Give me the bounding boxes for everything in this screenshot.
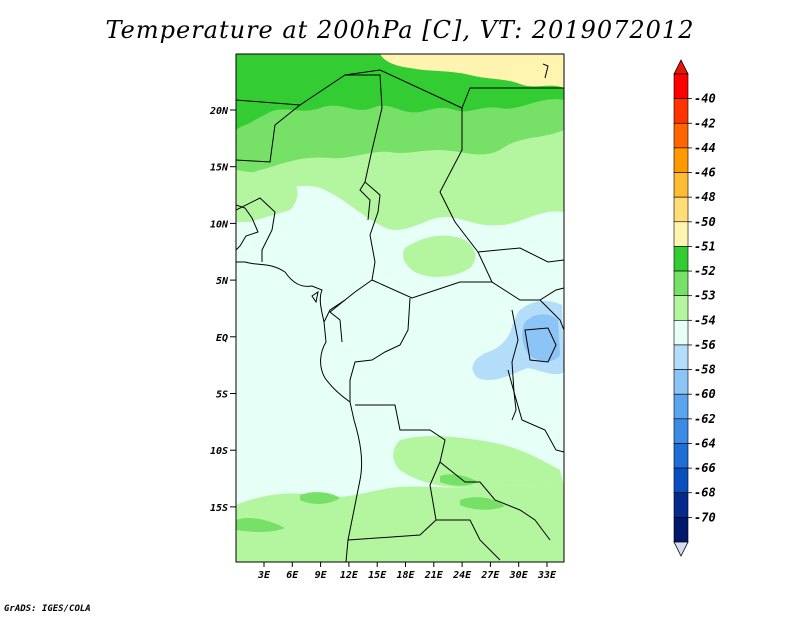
border-nigeria-cameroon [359,181,371,221]
lat-label: 15N [210,163,229,174]
field-light-green-central [403,235,476,277]
lon-label: 15E [368,570,387,581]
atlantic-coastline [236,261,363,562]
colorbar-swatch [673,172,689,198]
lake-tanganyika-outline [507,369,517,421]
lon-label: 18E [396,570,415,581]
colorbar-swatch [673,418,689,444]
latitude-axis: 20N 15N 10N 5N EQ 5S 10S 15S [209,106,236,514]
colorbar-label: -40 [694,92,716,106]
colorbar-swatch [673,73,689,99]
colorbar-swatch [673,295,689,321]
colorbar-swatch [673,196,689,223]
map-title: Temperature at 200hPa [C], VT: 201907201… [105,16,695,44]
colorbar-swatch [673,369,689,395]
colorbar-top-arrow [673,59,689,75]
lat-label: 10S [210,446,228,457]
lat-label: 5S [216,390,228,401]
lon-label: 24E [452,570,472,581]
field-light-green-southeast [393,436,564,488]
colorbar-label: -60 [694,387,716,401]
field-blue-east [522,314,560,362]
colorbar-swatch [673,246,689,272]
field-mid-green-patch-s3 [236,517,285,532]
border-gabon [329,299,346,343]
border-angola-zambia [355,404,551,541]
field-mid-green-patch-s4 [440,474,478,486]
lon-label: 33E [537,570,557,581]
colorbar-label: -42 [694,116,716,130]
colorbar-swatch [673,344,689,370]
lat-label: 10N [210,219,229,230]
border-south-sudan [477,247,564,263]
colorbar-swatch [673,221,689,247]
colorbar-swatch [673,467,689,494]
colorbar-swatch [673,98,689,124]
lon-label: 6E [286,570,299,581]
colorbar-label: -58 [694,363,716,377]
colorbar-label: -66 [694,461,716,475]
colorbar-label: -44 [694,141,716,155]
field-mid-green-patch-s2 [460,497,505,510]
border-west-central [236,74,383,323]
colorbar-swatch [673,122,689,149]
border-namibia [347,519,437,541]
colorbar-label: -46 [694,166,716,180]
colorbar-swatch [673,270,689,296]
colorbar-label: -52 [694,264,716,278]
colorbar-swatch [673,147,689,173]
bioko-island [311,290,319,304]
colorbar-label: -56 [694,338,716,352]
border-egypt-sudan [461,87,564,109]
colorbar-label: -62 [694,412,716,426]
lon-label: 9E [315,570,328,581]
lat-label: 5N [216,276,229,287]
lon-label: 3E [257,570,271,581]
colorbar-swatch [673,517,689,543]
lon-label: 21E [424,570,444,581]
grads-credit: GrADS: IGES/COLA [4,604,91,614]
border-sudan-chad [344,69,564,301]
lat-label: 15S [210,503,228,514]
field-light-green-west [236,170,298,222]
sinai-fragment [542,63,549,79]
colorbar: -40 -42 -44 -46 -48 -50 -51 -52 -53 -54 -56 -58 -60 -… [673,59,716,557]
border-mali [236,104,301,163]
lake-victoria-outline [524,327,557,363]
border-east-lakes [511,309,564,453]
colorbar-label: -53 [694,289,716,303]
lat-label: 20N [209,106,229,117]
border-zambia-south [429,461,501,561]
lat-label: EQ [216,333,228,344]
field-mid-green-patch-s1 [300,492,340,504]
west-coastline-fragment [236,204,259,251]
border-congo [349,297,411,402]
colorbar-label: -51 [694,239,716,253]
map-frame [235,53,565,563]
lon-label: 27E [480,570,500,581]
colorbar-label: -70 [694,510,716,524]
border-car-drc [371,279,492,299]
field-yellow-north [380,54,564,88]
border-west-africa [236,197,276,262]
colorbar-swatch [673,443,689,469]
colorbar-label: -50 [694,215,716,229]
lon-label: 12E [340,570,359,581]
colorbar-label: -68 [694,486,716,500]
temperature-field [236,54,564,562]
colorbar-label: -48 [694,190,716,204]
colorbar-label: -54 [694,313,716,327]
colorbar-swatch [673,320,689,346]
lon-label: 30E [509,570,529,581]
border-uganda-kenya [539,299,564,331]
field-light-green-south [236,484,564,562]
colorbar-bottom-arrow [673,541,689,557]
colorbar-label: -64 [694,436,716,450]
colorbar-swatch [673,393,689,420]
colorbar-swatch [673,492,689,518]
boundaries [236,63,564,562]
longitude-axis: 3E 6E 9E 12E 15E 18E 21E 24E 27E 30E 33E [257,562,557,581]
